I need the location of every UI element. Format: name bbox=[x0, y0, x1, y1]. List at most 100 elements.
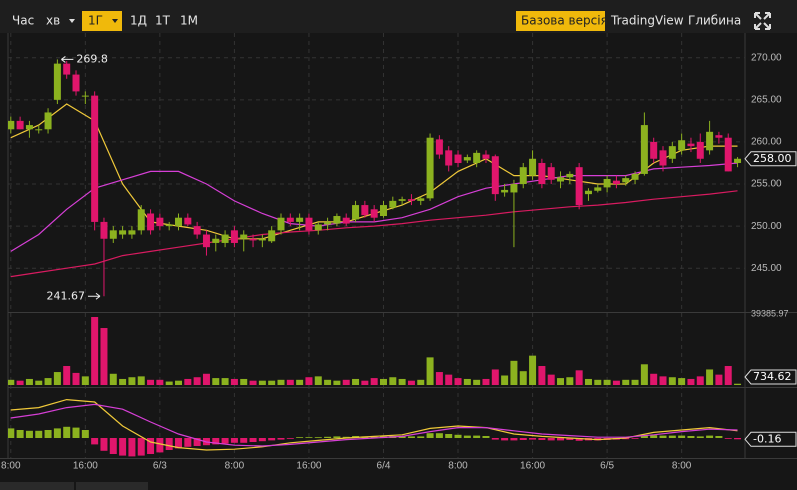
price-tag: 258.00 bbox=[753, 152, 792, 165]
macd-bar bbox=[156, 438, 164, 453]
x-tick-label: 8:00 bbox=[225, 461, 245, 472]
macd-bar bbox=[463, 435, 471, 438]
volume-bar bbox=[268, 380, 276, 385]
y-tick-label: 255.00 bbox=[751, 179, 782, 190]
candle-body bbox=[175, 217, 183, 227]
macd-bar bbox=[724, 438, 732, 439]
interval-button[interactable]: 1Г bbox=[88, 14, 103, 28]
candle-body bbox=[193, 226, 201, 235]
plot bbox=[8, 33, 745, 458]
candle-body bbox=[333, 216, 341, 224]
x-tick-label: 16:00 bbox=[520, 461, 545, 472]
macd-bar bbox=[622, 438, 630, 440]
volume-bar bbox=[147, 379, 155, 385]
macd-bar bbox=[35, 430, 43, 438]
candle-body bbox=[557, 177, 565, 182]
candle-body bbox=[668, 146, 676, 159]
tab[interactable] bbox=[0, 482, 74, 490]
candle-body bbox=[370, 209, 378, 218]
candle-body bbox=[72, 74, 80, 92]
volume-bar bbox=[8, 379, 15, 385]
macd-bar bbox=[324, 436, 332, 438]
candle-body bbox=[16, 120, 24, 130]
x-tick-label: 8:00 bbox=[1, 461, 21, 472]
interval-button[interactable]: 1Т bbox=[155, 14, 171, 28]
volume-bar bbox=[659, 376, 667, 385]
toolbar bbox=[0, 0, 797, 33]
volume-bar bbox=[724, 366, 732, 385]
fullscreen-icon[interactable] bbox=[754, 12, 771, 30]
candle-body bbox=[109, 230, 117, 239]
candle-body bbox=[240, 234, 248, 239]
volume-bar bbox=[53, 372, 61, 385]
macd-bar bbox=[193, 438, 201, 446]
macd-line bbox=[10, 403, 738, 447]
macd-bar bbox=[63, 426, 71, 438]
view-button[interactable]: TradingView bbox=[610, 14, 684, 28]
macd-bar bbox=[659, 435, 667, 438]
volume-bar bbox=[640, 364, 648, 385]
active-interval-bg bbox=[82, 11, 122, 31]
macd-bar bbox=[8, 428, 15, 438]
volume-bar bbox=[482, 378, 490, 385]
volume-bar bbox=[128, 377, 136, 385]
volume-bar bbox=[584, 378, 592, 385]
volume-bar bbox=[258, 380, 266, 385]
interval-button[interactable]: 1М bbox=[180, 14, 198, 28]
volume-bar bbox=[137, 376, 145, 385]
volume-bar bbox=[16, 380, 24, 385]
macd-bar bbox=[566, 438, 574, 440]
volume-bar bbox=[529, 355, 537, 385]
interval-button[interactable]: 1Д bbox=[130, 14, 147, 28]
macd-bar bbox=[53, 428, 61, 438]
volume-bar bbox=[333, 380, 341, 385]
candle-body bbox=[44, 112, 52, 130]
candle-body bbox=[277, 217, 285, 231]
dropdown-icon[interactable] bbox=[69, 19, 75, 23]
macd-bar bbox=[678, 435, 686, 438]
interval-button[interactable]: хв bbox=[46, 14, 60, 28]
candle-body bbox=[258, 238, 266, 241]
low-arrow bbox=[87, 292, 101, 300]
candle-body bbox=[482, 154, 490, 159]
macd-bar bbox=[398, 436, 406, 438]
macd-bar bbox=[538, 438, 546, 440]
volume-bar bbox=[175, 380, 183, 385]
candle-body bbox=[640, 125, 648, 174]
view-button[interactable]: Базова версія bbox=[521, 14, 608, 28]
candle-body bbox=[724, 137, 732, 172]
macd-bar bbox=[706, 435, 714, 438]
candle-body bbox=[445, 150, 453, 166]
macd-bar bbox=[268, 438, 276, 441]
macd-bar bbox=[296, 437, 304, 438]
candle-body bbox=[696, 141, 704, 159]
volume-bar bbox=[100, 328, 108, 385]
macd-bar bbox=[687, 436, 695, 438]
volume-bar bbox=[501, 375, 509, 385]
macd-bar bbox=[529, 438, 537, 440]
volume-bar bbox=[668, 377, 676, 385]
macd-bar bbox=[286, 438, 294, 439]
macd-bar bbox=[212, 438, 220, 445]
volume-tag: 734.62 bbox=[753, 370, 792, 383]
candle-body bbox=[137, 209, 145, 231]
candle-body bbox=[734, 158, 742, 163]
y-tick-label: 260.00 bbox=[751, 137, 782, 148]
volume-bar bbox=[72, 372, 80, 385]
view-button[interactable]: Глибина bbox=[688, 14, 741, 28]
macd-bar bbox=[25, 430, 33, 438]
dropdown-icon[interactable] bbox=[112, 19, 118, 23]
macd-bar bbox=[165, 438, 173, 450]
volume-bar bbox=[91, 317, 99, 385]
ma-line bbox=[10, 190, 738, 278]
volume-bar bbox=[352, 378, 360, 385]
active-view-bg bbox=[516, 11, 605, 31]
tab[interactable] bbox=[76, 482, 148, 490]
macd-bar bbox=[734, 438, 742, 440]
volume-bar bbox=[221, 378, 229, 385]
macd-bar bbox=[109, 438, 117, 454]
volume-bar bbox=[212, 378, 220, 385]
candle-body bbox=[501, 189, 509, 193]
volume-bar bbox=[510, 360, 518, 385]
low-label: 241.67 bbox=[46, 289, 85, 302]
